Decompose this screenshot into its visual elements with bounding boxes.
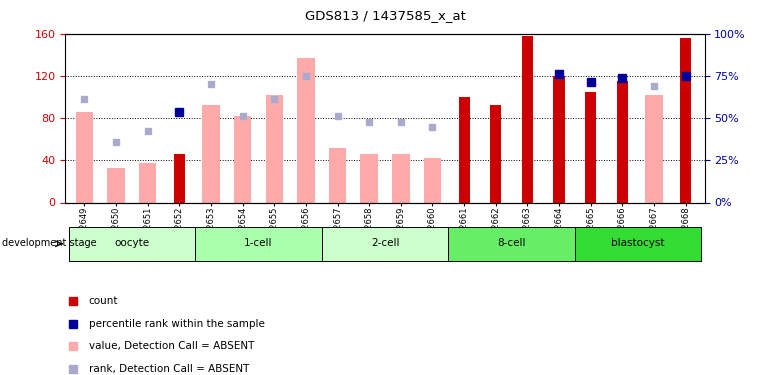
Text: 1-cell: 1-cell — [244, 238, 273, 248]
Bar — [392, 154, 410, 203]
Text: count: count — [89, 296, 118, 306]
Bar — [617, 81, 628, 203]
Text: 2-cell: 2-cell — [370, 238, 400, 248]
Bar — [575, 227, 701, 261]
Bar — [69, 227, 195, 261]
Text: oocyte: oocyte — [114, 238, 149, 248]
Bar — [75, 112, 93, 202]
Bar — [645, 95, 663, 202]
Bar — [329, 148, 347, 202]
Bar — [139, 164, 156, 202]
Bar — [490, 105, 501, 202]
Bar — [459, 97, 470, 202]
Bar — [554, 76, 564, 202]
Text: rank, Detection Call = ABSENT: rank, Detection Call = ABSENT — [89, 364, 249, 374]
Text: value, Detection Call = ABSENT: value, Detection Call = ABSENT — [89, 341, 254, 351]
Text: GDS813 / 1437585_x_at: GDS813 / 1437585_x_at — [305, 9, 465, 22]
Bar — [203, 105, 219, 202]
Bar — [322, 227, 448, 261]
Bar — [360, 154, 378, 203]
Bar — [195, 227, 322, 261]
Bar — [522, 36, 533, 203]
Bar — [174, 154, 185, 203]
Bar — [448, 227, 575, 261]
Bar — [297, 58, 315, 202]
Bar — [266, 95, 283, 202]
Text: development stage: development stage — [2, 238, 97, 248]
Bar — [234, 116, 251, 202]
Bar — [107, 168, 125, 202]
Text: percentile rank within the sample: percentile rank within the sample — [89, 319, 264, 329]
Text: blastocyst: blastocyst — [611, 238, 665, 248]
Bar — [680, 38, 691, 203]
Bar — [585, 92, 596, 202]
Text: 8-cell: 8-cell — [497, 238, 526, 248]
Bar — [424, 158, 441, 203]
